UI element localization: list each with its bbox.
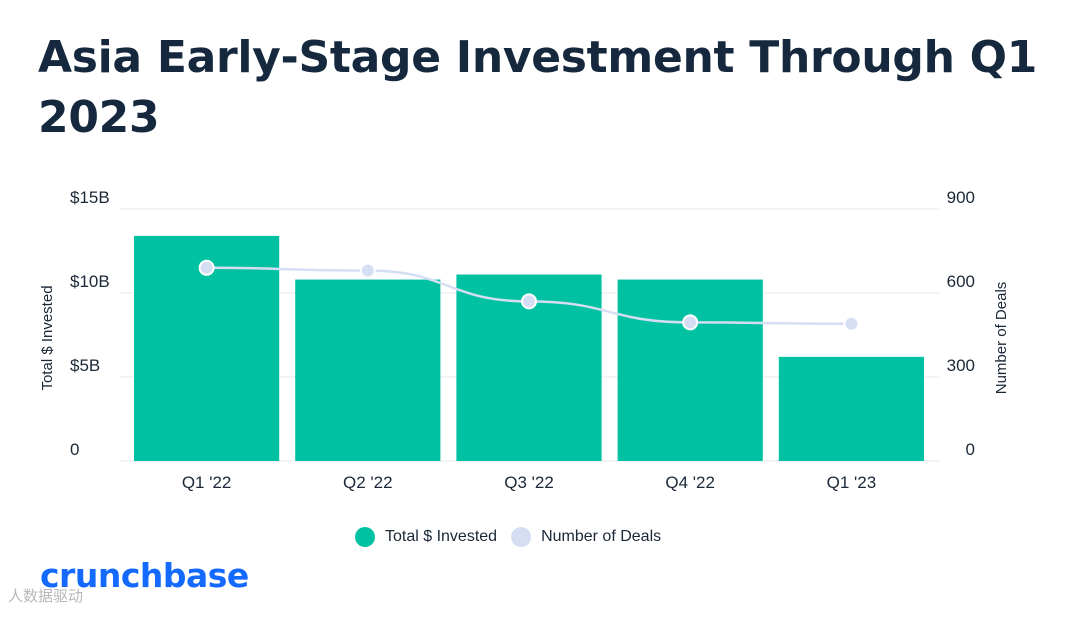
legend-item-invested[interactable]: Total $ Invested — [355, 527, 497, 547]
legend-label-invested: Total $ Invested — [385, 528, 498, 545]
x-tick-label: Q4 '22 — [665, 473, 715, 492]
line-series — [198, 259, 860, 332]
bar — [778, 356, 924, 461]
legend-item-deals[interactable]: Number of Deals — [511, 527, 661, 547]
y-tick-label: $10B — [70, 272, 110, 291]
x-tick-label: Q1 '23 — [827, 473, 877, 492]
legend: Total $ Invested Number of Deals — [355, 527, 675, 547]
bar-series — [134, 235, 924, 461]
deals-point — [198, 259, 215, 276]
axis-ticks: 0 $5B $10B $15B 0 300 600 900 Q1 '22 Q2 '22 Q3 '22… — [70, 188, 975, 492]
y2-tick-label: 900 — [947, 188, 975, 207]
legend-swatch-invested — [355, 527, 375, 547]
y2-tick-label: 300 — [947, 356, 975, 375]
y-tick-label: 0 — [70, 440, 79, 459]
deals-point — [682, 314, 699, 331]
bar — [295, 279, 441, 461]
crunchbase-logo: crunchbase — [40, 556, 249, 595]
deals-point — [843, 315, 860, 332]
legend-label-deals: Number of Deals — [541, 528, 662, 545]
x-tick-label: Q3 '22 — [504, 473, 554, 492]
x-tick-label: Q2 '22 — [343, 473, 393, 492]
deals-point — [359, 262, 376, 279]
y-tick-label: $5B — [70, 356, 100, 375]
y2-tick-label: 0 — [966, 440, 975, 459]
deals-point — [521, 293, 537, 310]
x-tick-label: Q1 '22 — [182, 473, 232, 492]
bar — [617, 279, 763, 461]
y2-tick-label: 600 — [947, 272, 975, 291]
y-axis-title: Total $ Invested — [39, 285, 56, 390]
legend-swatch-deals — [511, 527, 532, 547]
watermark-text: 人数据驱动 — [8, 587, 84, 605]
y-tick-label: $15B — [70, 188, 110, 207]
y2-axis-title: Number of Deals — [993, 282, 1010, 395]
chart-title: Asia Early-Stage Investment Through Q1 2… — [38, 32, 1038, 143]
